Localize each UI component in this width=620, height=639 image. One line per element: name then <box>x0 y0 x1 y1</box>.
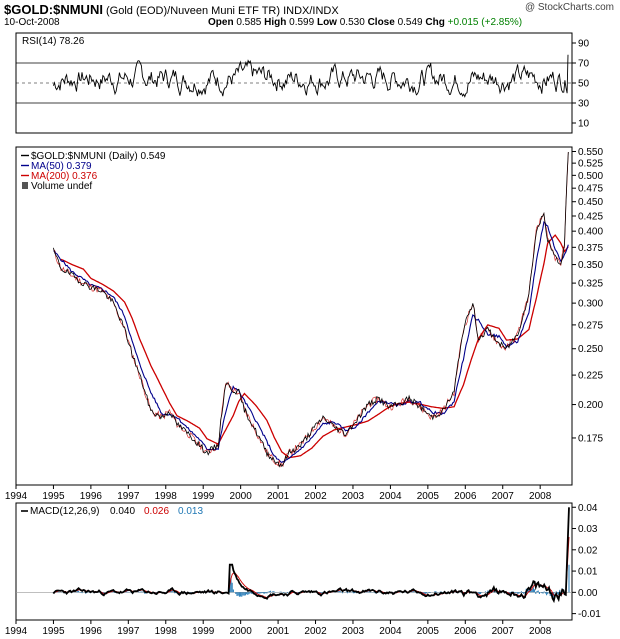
macd-tick-label: 0.00 <box>578 588 598 599</box>
price-tick-label: 0.550 <box>578 147 603 158</box>
close-label: Close <box>367 17 395 28</box>
macd-line <box>52 507 570 604</box>
close-value: 0.549 <box>397 17 423 28</box>
price-tick-label: 0.475 <box>578 184 603 195</box>
price-x-tick-label: 2002 <box>304 491 327 502</box>
macd-tick-label: 0.03 <box>578 524 598 535</box>
price-legend-item: MA(200) 0.376 <box>31 171 98 182</box>
low-label: Low <box>316 17 337 28</box>
price-tick-label: 0.275 <box>578 320 603 331</box>
macd-legend-bg <box>18 505 218 517</box>
rsi-tick-label: 50 <box>578 79 590 90</box>
price-legend-bg <box>18 149 194 195</box>
chg-value: +0.015 (+2.85%) <box>447 17 523 28</box>
macd-panel-frame <box>15 502 573 621</box>
price-tick-label: 0.225 <box>578 371 603 382</box>
chg-label: Chg <box>425 17 445 28</box>
price-x-tick-label: 2005 <box>417 491 440 502</box>
high-value: 0.599 <box>289 17 315 28</box>
macd-x-tick-label: 2000 <box>230 626 253 637</box>
price-panel-frame <box>15 146 573 486</box>
price-x-tick-label: 1996 <box>80 491 103 502</box>
price-x-tick-label: 1995 <box>42 491 65 502</box>
price-tick-label: 0.200 <box>578 400 603 411</box>
price-tick-label: 0.425 <box>578 212 603 223</box>
macd-tick-label: 0.02 <box>578 545 598 556</box>
price-tick-label: 0.300 <box>578 299 603 310</box>
price-x-tick-label: 2000 <box>230 491 253 502</box>
macd-legend-value: 0.026 <box>144 506 169 517</box>
price-legend-item: $GOLD:$NMUNI (Daily) 0.549 <box>31 151 166 162</box>
rsi-legend: RSI(14) 78.26 <box>22 36 85 47</box>
rsi-tick-label: 70 <box>578 59 590 70</box>
macd-x-tick-label: 1998 <box>155 626 178 637</box>
price-tick-label: 0.450 <box>578 197 603 208</box>
price-tick-label: 0.350 <box>578 260 603 271</box>
price-line <box>53 151 569 468</box>
price-x-tick-label: 2003 <box>342 491 365 502</box>
macd-x-tick-label: 1994 <box>5 626 28 637</box>
exchange-label: INDX/INDX <box>283 5 339 17</box>
price-tick-label: 0.525 <box>578 159 603 170</box>
chart-date: 10-Oct-2008 <box>4 17 60 28</box>
macd-legend: MACD(12,26,9) <box>30 506 99 517</box>
low-value: 0.530 <box>339 17 365 28</box>
rsi-tick-label: 10 <box>578 119 590 130</box>
macd-tick-label: 0.04 <box>578 503 598 514</box>
macd-x-tick-label: 2007 <box>492 626 515 637</box>
price-x-tick-label: 1998 <box>155 491 178 502</box>
macd-x-tick-label: 2003 <box>342 626 365 637</box>
macd-x-tick-label: 1996 <box>80 626 103 637</box>
rsi-line <box>52 54 569 98</box>
price-x-tick-label: 2006 <box>454 491 477 502</box>
macd-x-tick-label: 1997 <box>117 626 140 637</box>
price-tick-label: 0.400 <box>578 227 603 238</box>
macd-legend-value: 0.013 <box>178 506 203 517</box>
rsi-tick-label: 90 <box>578 39 590 50</box>
price-tick-label: 0.375 <box>578 243 603 254</box>
chart-header: $GOLD:$NMUNI (Gold (EOD)/Nuveen Muni ETF… <box>4 2 339 17</box>
price-x-tick-label: 2004 <box>379 491 402 502</box>
macd-x-tick-label: 2002 <box>304 626 327 637</box>
volume-legend-swatch <box>22 182 28 189</box>
price-tick-label: 0.325 <box>578 279 603 290</box>
price-x-tick-label: 1994 <box>5 491 28 502</box>
macd-x-tick-label: 2001 <box>267 626 290 637</box>
macd-tick-label: 0.01 <box>578 567 598 578</box>
macd-x-tick-label: 2008 <box>529 626 552 637</box>
price-x-tick-label: 1999 <box>192 491 215 502</box>
open-value: 0.585 <box>236 17 262 28</box>
macd-signal-line <box>53 536 570 599</box>
macd-legend-value: 0.040 <box>110 506 135 517</box>
price-legend-item: Volume undef <box>31 181 92 192</box>
ma200-line <box>60 234 569 459</box>
macd-x-tick-label: 2005 <box>417 626 440 637</box>
price-x-tick-label: 2008 <box>529 491 552 502</box>
price-tick-label: 0.250 <box>578 344 603 355</box>
copyright-label: @ StockCharts.com <box>524 2 614 13</box>
price-line-red <box>53 151 569 468</box>
symbol-title: $GOLD:$NMUNI <box>4 2 103 17</box>
macd-histogram <box>52 564 570 598</box>
macd-x-tick-label: 1999 <box>192 626 215 637</box>
macd-tick-label: -0.01 <box>578 609 601 620</box>
open-label: Open <box>208 17 234 28</box>
price-x-tick-label: 2007 <box>492 491 515 502</box>
price-x-tick-label: 2001 <box>267 491 290 502</box>
symbol-description: (Gold (EOD)/Nuveen Muni ETF TR) <box>106 5 281 17</box>
price-legend-item: MA(50) 0.379 <box>31 161 92 172</box>
rsi-legend-bg <box>19 35 137 47</box>
ohlc-summary: Open 0.585 High 0.599 Low 0.530 Close 0.… <box>208 17 522 28</box>
ma50-line <box>53 221 569 464</box>
price-tick-label: 0.175 <box>578 433 603 444</box>
macd-x-tick-label: 2004 <box>379 626 402 637</box>
high-label: High <box>264 17 287 28</box>
price-x-tick-label: 1997 <box>117 491 140 502</box>
rsi-tick-label: 30 <box>578 99 590 110</box>
macd-x-tick-label: 2006 <box>454 626 477 637</box>
macd-x-tick-label: 1995 <box>42 626 65 637</box>
price-tick-label: 0.500 <box>578 171 603 182</box>
